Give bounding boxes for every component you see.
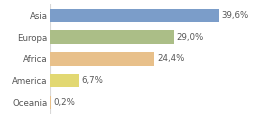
Text: 39,6%: 39,6% xyxy=(222,11,249,20)
Text: 6,7%: 6,7% xyxy=(81,76,103,85)
Text: 0,2%: 0,2% xyxy=(54,98,76,107)
Text: 24,4%: 24,4% xyxy=(157,54,184,63)
Text: 29,0%: 29,0% xyxy=(176,33,204,42)
Bar xyxy=(50,96,51,109)
Bar xyxy=(50,74,79,87)
Bar xyxy=(50,52,154,66)
Bar xyxy=(50,9,219,22)
Bar xyxy=(50,30,174,44)
